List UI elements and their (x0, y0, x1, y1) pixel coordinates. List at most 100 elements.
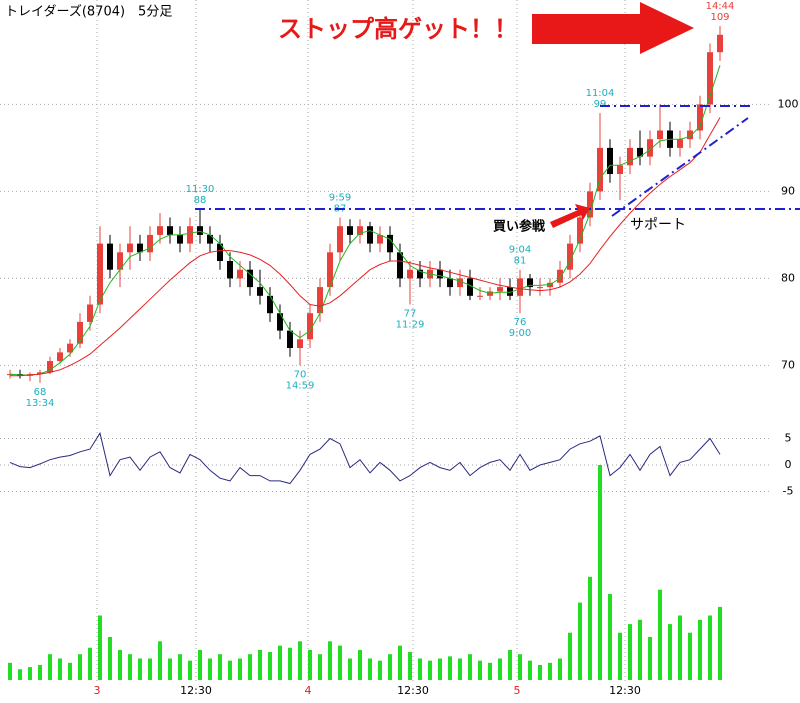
callout: サポート (630, 217, 686, 233)
moving-average-line (9, 65, 721, 376)
candle-body (677, 139, 683, 148)
volume-bar (428, 660, 432, 680)
volume-bar (198, 649, 202, 680)
volume-bar (18, 669, 22, 680)
x-tick-label: 12:30 (180, 684, 212, 697)
volume-bar (608, 594, 612, 680)
volume-bar (468, 654, 472, 680)
candle-body (307, 313, 313, 340)
candle-body (67, 343, 73, 353)
candle-body (247, 269, 253, 288)
volume-bar (48, 654, 52, 680)
volume-bar (548, 662, 552, 680)
volume-bar (498, 658, 502, 680)
candle-body (77, 321, 83, 344)
candle-body (197, 226, 203, 235)
y-tick-label: 90 (781, 184, 795, 197)
candle-body (127, 243, 133, 253)
y-tick-label: 100 (778, 97, 799, 110)
candle-body (397, 252, 403, 279)
candle-body (447, 278, 453, 288)
candle-body (597, 147, 603, 192)
volume-bar (178, 654, 182, 680)
candle-body (57, 352, 63, 362)
volume-bar (268, 652, 272, 680)
candle-body (707, 52, 713, 105)
volume-bar (398, 645, 402, 680)
high-price-label: 109 (710, 12, 729, 23)
volume-bar (388, 654, 392, 680)
low-time-label: 11:29 (396, 320, 425, 331)
candle-body (537, 287, 543, 289)
volume-bar (98, 615, 102, 680)
high-time-label: 11:04 (586, 88, 615, 99)
volume-bar (598, 465, 602, 680)
candle-body (527, 278, 533, 288)
volume-bar (28, 667, 32, 680)
volume-bar (438, 658, 442, 680)
candle-body (277, 313, 283, 331)
volume-bar (568, 632, 572, 680)
candle-body (37, 372, 43, 375)
candle-body (567, 243, 573, 270)
candle-body (627, 147, 633, 166)
candle-body (267, 295, 273, 314)
high-time-label: 14:44 (706, 1, 735, 12)
volume-bar (338, 645, 342, 680)
candle-body (367, 226, 373, 244)
candle-body (617, 165, 623, 175)
volume-bar (168, 658, 172, 680)
volume-bar (238, 658, 242, 680)
volume-bar (228, 660, 232, 680)
candle-body (87, 304, 93, 322)
candle-body (157, 226, 163, 235)
candle-body (557, 269, 563, 283)
x-tick-label: 4 (305, 684, 312, 697)
volume-bar (718, 606, 722, 680)
candle-body (347, 226, 353, 235)
volume-bar (418, 658, 422, 680)
y-tick-label: 0 (785, 458, 792, 471)
volume-bar (408, 652, 412, 680)
volume-bar (648, 637, 652, 680)
candle-body (147, 234, 153, 253)
big-arrow (532, 2, 694, 54)
volume-bar (448, 656, 452, 680)
volume-bar (588, 576, 592, 680)
candle-body (407, 269, 413, 279)
oscillator-line (9, 431, 721, 485)
candle-body (517, 278, 523, 296)
volume-bar (328, 641, 332, 680)
volume-bar (8, 662, 12, 680)
volume-bar (308, 649, 312, 680)
candle-body (577, 217, 583, 244)
low-time-label: 9:00 (509, 328, 531, 339)
volume-bar (158, 641, 162, 680)
candle-body (387, 234, 393, 253)
volume-bar (558, 658, 562, 680)
callout: ストップ高ゲット！！ (278, 15, 518, 43)
volume-bar (478, 660, 482, 680)
candle-body (187, 226, 193, 244)
volume-bar (688, 632, 692, 680)
volume-bar (218, 654, 222, 680)
volume-bar (378, 660, 382, 680)
volume-bar (258, 649, 262, 680)
candle-body (687, 130, 693, 140)
marks-layer: 7080901006813:3411:30887014:599:59877711… (7, 1, 799, 697)
candle-body (437, 269, 443, 279)
candle-body (377, 234, 383, 244)
volume-bar (348, 658, 352, 680)
volume-bar (38, 664, 42, 680)
high-price-label: 99 (594, 99, 607, 110)
high-time-label: 11:30 (186, 184, 215, 195)
candle-body (167, 226, 173, 235)
volume-bar (318, 654, 322, 680)
low-time-label: 14:59 (286, 380, 315, 391)
volume-bar (698, 619, 702, 680)
candle-body (317, 287, 323, 314)
volume-bar (78, 654, 82, 680)
candle-body (357, 226, 363, 235)
candle-body (207, 234, 213, 244)
